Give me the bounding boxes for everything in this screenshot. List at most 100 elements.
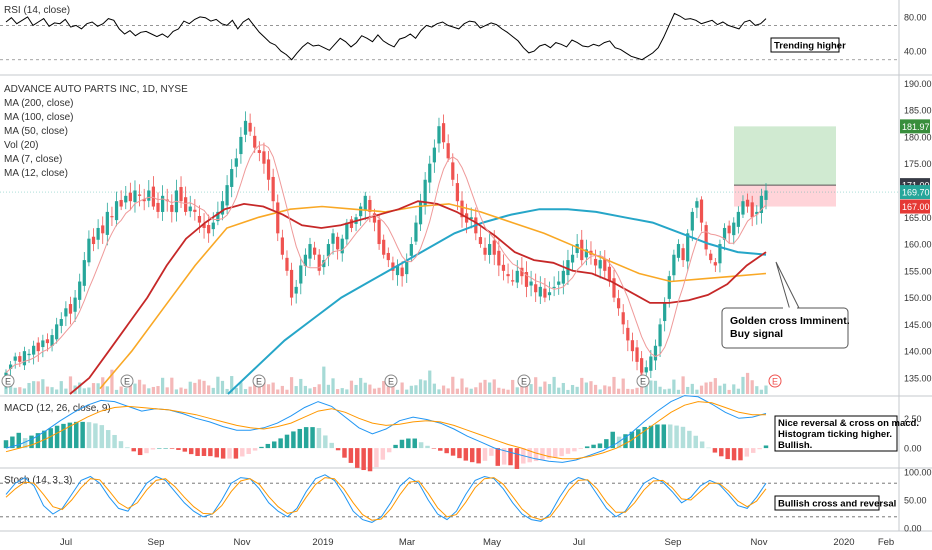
candle-body [234,158,238,167]
candle-body [359,206,363,217]
macd-histogram-bar [674,425,679,449]
earnings-marker-icon [517,374,531,388]
macd-histogram-bar [553,448,558,458]
candle-body [312,247,317,255]
volume-bar [363,382,367,394]
candle-body [266,159,271,180]
volume-bar [359,377,363,394]
candle-body [732,222,736,236]
macd-histogram-bar [335,448,341,451]
macd-histogram-bar [297,428,303,449]
x-tick-label: Nov [234,537,251,548]
candle-body [36,342,40,352]
candle-body [294,286,298,294]
volume-bar [722,383,727,394]
candle-body [451,162,455,180]
volume-bar [488,382,492,394]
macd-histogram-bar [208,448,213,457]
earnings-marker-label: E [5,377,11,387]
volume-bar [464,387,469,394]
macd-histogram-bar [214,448,219,458]
macd-histogram-bar [591,444,596,449]
volume-bar [561,382,565,394]
candle-body [13,356,17,361]
candle-body [612,278,616,298]
volume-bar [59,381,63,394]
candle-body [322,260,326,268]
macd-annotation-line: Histogram ticking higher. [778,429,892,440]
volume-bar [511,379,515,394]
price-y-tick: 190.00 [904,79,932,89]
volume-bar [405,389,409,394]
price-y-tick: 160.00 [904,240,932,250]
candle-body [308,244,312,259]
candle-body [289,269,294,298]
candle-body [285,257,289,271]
volume-bar [322,366,326,394]
volume-bar [349,380,354,394]
volume-bar [165,387,169,394]
macd-histogram-bar [482,448,488,461]
stoch-k-line [5,474,767,523]
volume-bar [418,379,423,394]
candle-body [87,238,91,263]
volume-bar [437,389,441,394]
volume-bar [621,378,625,394]
candle-body [511,280,515,282]
macd-histogram-bar [438,448,443,451]
volume-bar [216,376,220,394]
macd-histogram-bar [227,448,232,459]
volume-bar [22,388,27,394]
volume-bar [36,381,40,394]
earnings-marker-icon [252,374,266,388]
volume-bar [68,376,73,394]
callout-pointer [775,261,801,311]
earnings-marker-label: E [388,377,394,387]
macd-histogram-bar [252,448,258,451]
macd-histogram-bar [157,448,162,449]
macd-histogram-bar [412,438,417,449]
macd-histogram-bar [10,436,15,449]
macd-histogram-bar [418,442,424,449]
volume-bar [506,389,510,394]
macd-histogram-bar [489,448,494,456]
candle-body [750,202,754,218]
volume-bar [718,385,722,394]
candle-body [529,281,533,286]
volume-bar [188,381,192,394]
volume-bar [400,382,404,394]
volume-bar [612,376,616,394]
volume-bar [663,389,667,394]
volume-bar [354,384,358,394]
macd-histogram-bar [176,448,181,450]
volume-bar [451,376,455,394]
candle-body [18,356,22,362]
macd-histogram-bar [457,448,462,459]
candle-body [630,340,635,352]
time-axis[interactable]: Jul Sep Nov 2019 Mar May Jul Sep Nov 2020 Feb [60,537,894,548]
macd-histogram-bar [112,434,117,449]
candle-body [59,319,63,326]
candle-body [276,202,280,234]
candle-body [547,292,552,296]
stoch-panel: Stoch (14, 3, 3) 100.00 50.00 0.00 Bullish… [0,468,932,534]
macd-histogram-bar [680,426,686,449]
candle-body [73,297,77,312]
volume-bar [649,380,653,394]
macd-histogram-bar [508,448,513,466]
callout-line: Buy signal [730,328,783,340]
price-panel[interactable]: 190.00 185.00 180.00 175.00 165.00 160.00 155.… [0,79,932,395]
volume-bar [220,380,225,394]
macd-annotation-box [774,415,898,452]
volume-bar [137,379,142,394]
volume-bar [211,387,215,394]
volume-bar [271,382,275,394]
candle-body [635,347,639,362]
candle-body [506,274,510,277]
macd-histogram-bar [584,446,590,449]
price-y-tick: 140.00 [904,347,932,357]
volume-bar [289,377,294,394]
volume-bar [681,376,685,394]
volume-bar [124,388,128,394]
